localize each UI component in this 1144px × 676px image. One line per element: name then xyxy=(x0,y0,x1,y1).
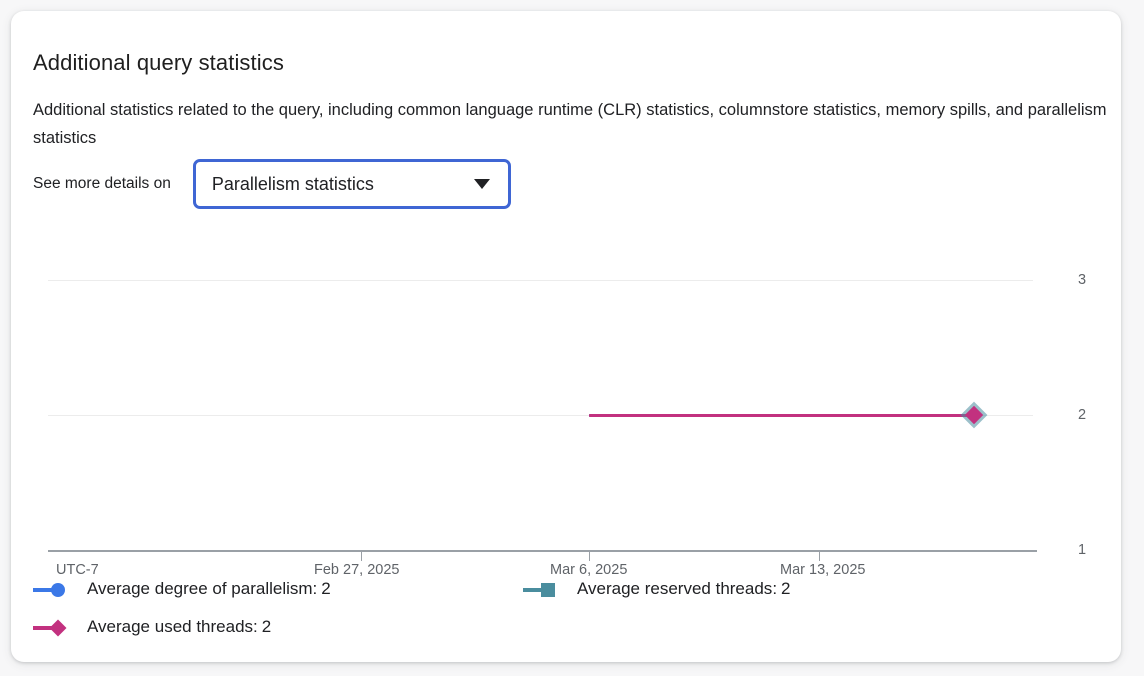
legend-item-average-reserved-threads[interactable]: Average reserved threads: 2 xyxy=(523,579,791,599)
legend-item-average-degree-of-parallelism[interactable]: Average degree of parallelism: 2 xyxy=(33,579,523,599)
legend-row-1: Average degree of parallelism: 2 Average … xyxy=(33,570,1103,608)
legend-marker-square-icon xyxy=(523,580,563,598)
legend-label-average-reserved-threads: Average reserved threads xyxy=(577,579,773,598)
x-tick-label-1: Feb 27, 2025 xyxy=(314,562,400,578)
details-selector-row: See more details on Parallelism statisti… xyxy=(33,159,511,209)
additional-query-statistics-card: Additional query statistics Additional s… xyxy=(11,11,1121,662)
x-tick-label-3: Mar 13, 2025 xyxy=(780,562,866,578)
details-statistics-dropdown[interactable]: Parallelism statistics xyxy=(192,159,511,209)
legend-marker-diamond-icon xyxy=(33,618,73,637)
y-tick-label-3: 3 xyxy=(1078,272,1087,288)
legend-marker-circle-icon xyxy=(33,580,73,598)
timezone-label: UTC-7 xyxy=(56,562,99,578)
chevron-down-icon xyxy=(473,179,490,189)
x-axis-line xyxy=(48,550,1037,552)
legend-item-average-used-threads[interactable]: Average used threads: 2 xyxy=(33,617,523,637)
y-tick-label-1: 1 xyxy=(1078,542,1087,558)
details-statistics-dropdown-value: Parallelism statistics xyxy=(211,173,374,194)
legend-value-average-used-threads: 2 xyxy=(261,617,272,636)
legend-value-average-degree-of-parallelism: 2 xyxy=(321,579,331,598)
parallelism-statistics-chart: 3 2 1 UTC-7 Feb 27, 2025 Mar 6, 2025 Mar… xyxy=(11,243,1121,583)
legend-row-2: Average used threads: 2 xyxy=(33,608,1103,646)
legend-label-average-used-threads: Average used threads xyxy=(87,617,254,636)
page-title: Additional query statistics xyxy=(33,50,284,75)
x-tick-label-2: Mar 6, 2025 xyxy=(550,562,628,578)
gridline-y2 xyxy=(48,415,1033,416)
x-tick-mark-3 xyxy=(819,552,820,561)
x-tick-mark-1 xyxy=(361,552,362,561)
y-tick-label-2: 2 xyxy=(1078,407,1087,423)
gridline-y3 xyxy=(48,280,1033,281)
details-selector-label: See more details on xyxy=(33,174,171,192)
x-tick-mark-2 xyxy=(589,552,590,561)
chart-legend: Average degree of parallelism: 2 Average … xyxy=(33,570,1103,646)
chart-plot-area: 3 2 1 UTC-7 Feb 27, 2025 Mar 6, 2025 Mar… xyxy=(48,256,1086,578)
legend-label-average-degree-of-parallelism: Average degree of parallelism xyxy=(87,579,313,598)
card-description: Additional statistics related to the que… xyxy=(33,101,1107,147)
legend-value-average-reserved-threads: 2 xyxy=(781,579,791,598)
series-line-average-used-threads xyxy=(589,414,975,417)
